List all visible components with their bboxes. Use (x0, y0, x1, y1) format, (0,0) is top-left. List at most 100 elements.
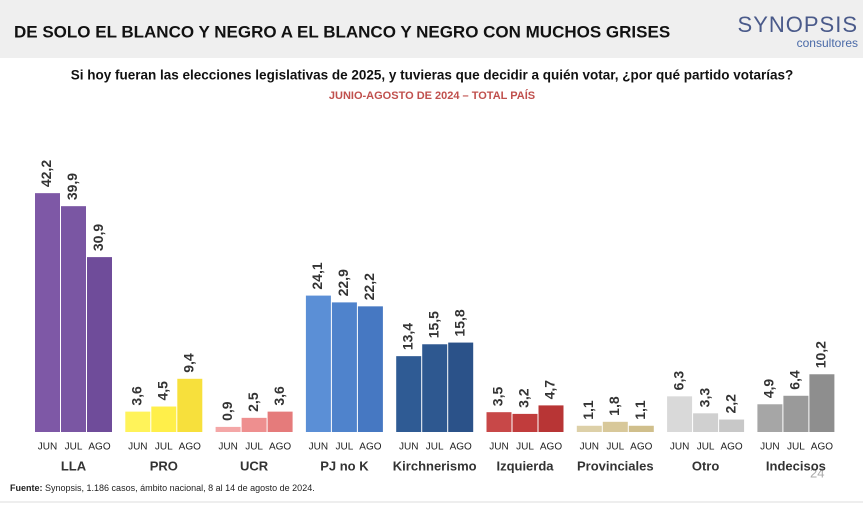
bar (357, 306, 383, 432)
value-label: 22,2 (361, 273, 377, 300)
value-label: 42,2 (38, 160, 54, 187)
page-number: 24 (810, 465, 824, 480)
bar (757, 404, 783, 432)
month-label: JUL (155, 442, 173, 453)
bar (241, 417, 267, 432)
bar (667, 396, 693, 432)
bar (35, 193, 60, 432)
month-label: AGO (88, 442, 110, 453)
bar (87, 257, 112, 432)
bar (448, 342, 474, 432)
bar (125, 411, 151, 432)
month-label: JUL (516, 442, 534, 453)
value-label: 3,5 (490, 387, 506, 407)
month-label: JUN (580, 442, 599, 453)
bar (61, 206, 86, 432)
bar (422, 344, 448, 432)
month-label: JUL (245, 442, 263, 453)
month-label: JUN (670, 442, 689, 453)
category-label: PJ no K (320, 458, 369, 473)
bar (809, 374, 835, 432)
month-label: JUN (128, 442, 147, 453)
value-label: 22,9 (335, 269, 351, 296)
bar (693, 413, 719, 432)
bar (538, 405, 564, 432)
bar (576, 425, 602, 432)
value-label: 1,1 (632, 400, 648, 420)
value-label: 9,4 (181, 353, 197, 373)
month-label: JUL (336, 442, 354, 453)
value-label: 3,6 (271, 386, 287, 406)
month-label: JUL (697, 442, 715, 453)
source-label: Fuente: (10, 483, 43, 493)
brand-sub: consultores (797, 36, 858, 50)
month-label: AGO (269, 442, 291, 453)
bar (396, 356, 422, 432)
header-band (0, 0, 863, 58)
category-label: Kirchnerismo (393, 458, 477, 473)
month-label: AGO (359, 442, 381, 453)
period: JUNIO-AGOSTO DE 2024 – TOTAL PAÍS (329, 89, 535, 102)
bar (512, 413, 538, 432)
category-label: Otro (692, 458, 720, 473)
value-label: 1,8 (606, 396, 622, 416)
value-label: 4,5 (155, 381, 171, 401)
month-label: AGO (450, 442, 472, 453)
month-label: JUL (65, 442, 83, 453)
value-label: 2,5 (245, 392, 261, 412)
bar (602, 421, 628, 432)
value-label: 3,6 (129, 386, 145, 406)
value-label: 2,2 (722, 394, 738, 414)
value-label: 3,3 (696, 388, 712, 408)
value-label: 4,9 (761, 379, 777, 399)
subtitle: Si hoy fueran las elecciones legislativa… (71, 68, 794, 83)
month-label: JUN (309, 442, 328, 453)
bar (331, 302, 357, 432)
category-label: PRO (150, 458, 178, 473)
month-label: AGO (720, 442, 742, 453)
month-label: JUL (787, 442, 805, 453)
brand: SYNOPSIS (738, 12, 858, 37)
value-label: 6,4 (787, 370, 803, 390)
value-label: 0,9 (219, 401, 235, 421)
value-label: 15,8 (451, 309, 467, 336)
month-label: AGO (540, 442, 562, 453)
value-label: 3,2 (516, 388, 532, 408)
bar (267, 411, 293, 432)
value-label: 13,4 (399, 323, 415, 350)
month-label: JUN (760, 442, 779, 453)
bar (305, 295, 331, 432)
value-label: 10,2 (813, 341, 829, 368)
category-label: Provinciales (577, 458, 654, 473)
bar (177, 378, 203, 432)
month-label: AGO (630, 442, 652, 453)
bar (215, 426, 241, 432)
bar (628, 425, 654, 432)
category-label: Indecisos (766, 458, 826, 473)
chart-title: DE SOLO EL BLANCO Y NEGRO A EL BLANCO Y … (14, 22, 670, 41)
source-text: Synopsis, 1.186 casos, ámbito nacional, … (45, 483, 315, 493)
value-label: 1,1 (580, 400, 596, 420)
value-label: 39,9 (64, 173, 80, 200)
value-label: 24,1 (309, 262, 325, 289)
bar (719, 419, 745, 432)
category-label: UCR (240, 458, 269, 473)
bar (151, 406, 177, 432)
month-label: JUN (38, 442, 57, 453)
month-label: JUN (399, 442, 418, 453)
value-label: 15,5 (425, 311, 441, 338)
month-label: JUN (218, 442, 237, 453)
bar (486, 412, 512, 432)
month-label: JUL (606, 442, 624, 453)
month-label: JUL (426, 442, 444, 453)
month-label: AGO (811, 442, 833, 453)
category-label: LLA (61, 458, 87, 473)
category-label: Izquierda (496, 458, 554, 473)
value-label: 30,9 (90, 224, 106, 251)
month-label: AGO (179, 442, 201, 453)
bar (783, 395, 809, 432)
month-label: JUN (489, 442, 508, 453)
source: Fuente: Synopsis, 1.186 casos, ámbito na… (10, 483, 315, 493)
value-label: 6,3 (670, 371, 686, 391)
